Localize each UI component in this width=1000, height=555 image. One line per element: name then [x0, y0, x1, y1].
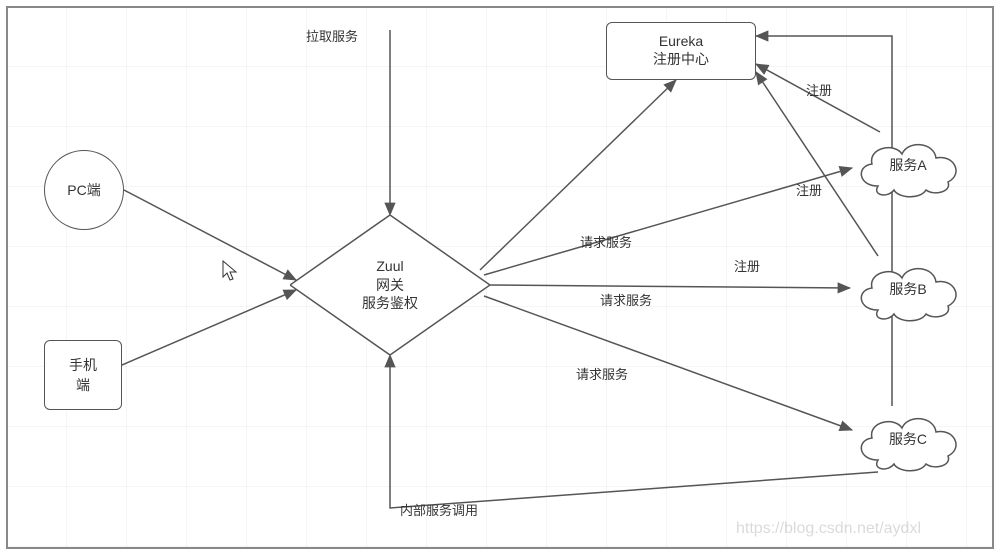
node-mobile-client: 手机端 — [44, 340, 122, 410]
node-eureka-registry: Eureka注册中心 — [606, 22, 756, 80]
node-label: 服务B — [889, 279, 926, 299]
node-service-b: 服务B — [848, 256, 968, 322]
edge-label-svca-eureka: 注册 — [806, 80, 832, 99]
node-label: 服务C — [889, 429, 927, 449]
node-pc-client: PC端 — [44, 150, 124, 230]
diagram-canvas: PC端 手机端 Zuul网关服务鉴权 Eureka注册中心 服务A 服务B 服务… — [0, 0, 1000, 555]
node-service-a: 服务A — [848, 132, 968, 198]
edge-label-svcc-eureka: 注册 — [734, 256, 760, 275]
watermark-text: https://blog.csdn.net/aydxl — [736, 520, 921, 538]
edge-label-svcb-eureka: 注册 — [796, 180, 822, 199]
node-label: PC端 — [67, 180, 100, 200]
diagram-frame — [6, 6, 994, 549]
edge-label-zuul-svcc: 请求服务 — [576, 364, 628, 383]
edge-label-zuul-svca: 请求服务 — [580, 232, 632, 251]
edge-label-svcc-zuul: 内部服务调用 — [400, 500, 478, 519]
node-zuul-gateway: Zuul网关服务鉴权 — [290, 215, 490, 355]
node-label: 手机端 — [69, 355, 97, 395]
node-service-c: 服务C — [848, 406, 968, 472]
node-label: Eureka注册中心 — [653, 33, 709, 69]
node-label: 服务A — [889, 155, 926, 175]
edge-label-eureka-zuul: 拉取服务 — [306, 26, 358, 45]
node-label: Zuul网关服务鉴权 — [362, 257, 418, 314]
edge-label-zuul-svcb: 请求服务 — [600, 290, 652, 309]
